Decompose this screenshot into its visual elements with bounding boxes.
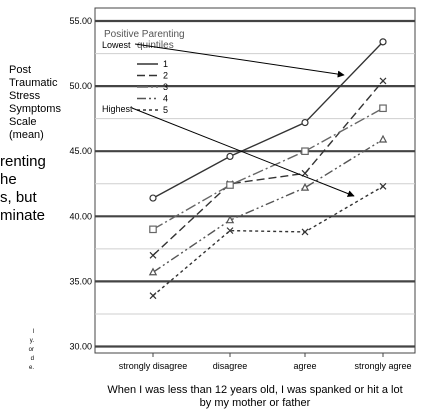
y-axis-label-line: (mean) — [9, 129, 44, 141]
data-point — [379, 38, 387, 46]
data-point — [149, 251, 157, 259]
y-axis-label-line: Symptoms — [9, 103, 61, 115]
y-tick-label: 50.00 — [69, 81, 92, 91]
y-tick-label: 55.00 — [69, 16, 92, 26]
x-tick-label: agree — [293, 361, 316, 371]
cropped-footnote-line: y. — [29, 338, 34, 344]
series-line-2 — [152, 80, 384, 256]
y-axis-label: Post Traumatic Stress Symptoms Scale (me… — [9, 64, 61, 142]
legend-title-line: quintiles — [137, 40, 174, 51]
series-line-4 — [152, 138, 384, 273]
x-axis-label-line: by my mother or father — [199, 397, 311, 409]
y-axis-label-line: Stress — [9, 90, 41, 102]
cropped-text-line: he — [0, 171, 17, 188]
x-axis-label: When I was less than 12 years old, I was… — [95, 384, 415, 410]
data-point — [301, 147, 309, 156]
legend-lowest-label: Lowest — [102, 40, 131, 50]
data-point — [149, 292, 157, 300]
series-line-3 — [152, 107, 384, 230]
x-tick-label: strongly agree — [354, 361, 411, 371]
cropped-text-line: minate — [0, 207, 46, 224]
data-point — [379, 104, 387, 113]
cropped-footnote-line: or — [28, 347, 34, 353]
cropped-footnote-line: d — [30, 356, 34, 362]
data-point — [149, 225, 157, 234]
data-point — [149, 194, 157, 202]
cropped-text-line: renting — [0, 153, 46, 170]
legend-entry-label: 1 — [163, 59, 168, 69]
data-point — [226, 181, 234, 189]
y-tick-label: 45.00 — [69, 146, 92, 156]
y-tick-label: 30.00 — [69, 341, 92, 351]
y-tick-label: 40.00 — [69, 211, 92, 221]
data-point — [301, 118, 309, 127]
series-line-1 — [152, 41, 384, 199]
cropped-slide-text: renting he s, but minate — [0, 153, 70, 225]
plot-area — [94, 7, 416, 354]
data-point — [378, 134, 388, 143]
cropped-text-line: s, but — [0, 189, 37, 206]
series-line-5 — [152, 185, 384, 297]
x-axis-label-line: When I was less than 12 years old, I was… — [107, 384, 403, 396]
legend-entry-label: 2 — [163, 71, 168, 81]
cropped-footnote-line: e. — [28, 365, 34, 371]
data-point — [301, 228, 309, 236]
y-axis-label-line: Post — [9, 64, 32, 76]
cropped-footnote-line: l — [32, 329, 34, 335]
data-point — [148, 267, 158, 276]
y-axis-label-line: Scale — [9, 116, 37, 128]
data-point — [226, 227, 234, 235]
cropped-footnote-text: l y. or d e. — [0, 328, 34, 373]
legend-entry-label: 4 — [163, 94, 168, 104]
legend-title-line: Positive Parenting — [104, 29, 185, 40]
data-point — [379, 77, 387, 85]
highest-annotation-arrow — [131, 107, 355, 197]
x-tick-label: strongly disagree — [119, 361, 188, 371]
legend-entry-label: 5 — [163, 105, 168, 115]
data-point — [300, 182, 310, 191]
legend-highest-label: Highest — [102, 104, 133, 114]
y-axis-label-line: Traumatic — [9, 77, 58, 89]
legend-entry-label: 3 — [163, 82, 168, 92]
lowest-annotation-arrow — [134, 43, 345, 78]
data-point — [226, 152, 234, 161]
y-tick-label: 35.00 — [69, 276, 92, 286]
data-point — [225, 215, 235, 224]
x-tick-label: disagree — [213, 361, 248, 371]
data-point — [379, 182, 387, 190]
